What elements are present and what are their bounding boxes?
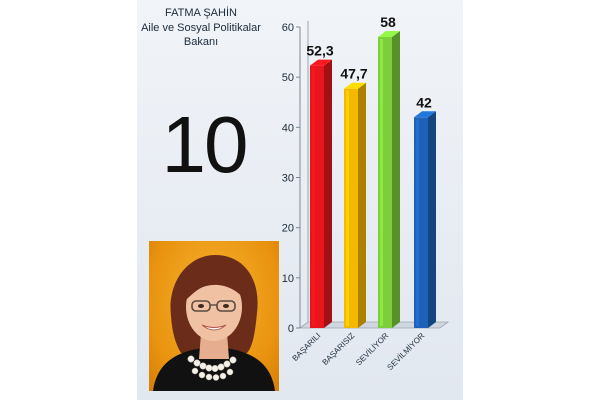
chart-bars [310, 31, 436, 329]
bar-top [344, 82, 366, 89]
bar-highlight [346, 90, 349, 326]
bar-highlight [416, 119, 419, 326]
y-tick-label: 40 [282, 122, 294, 134]
x-tick-label: BAŞARISIZ [320, 331, 356, 367]
data-label: 58 [380, 14, 396, 30]
bar-top [414, 111, 436, 118]
bar-4 [414, 111, 436, 328]
bar-side [324, 59, 332, 329]
x-tick-label: BAŞARILI [291, 331, 323, 363]
minister-title-line2: Bakanı [183, 36, 219, 48]
bar-top [378, 31, 400, 38]
bar-side [358, 82, 366, 328]
minister-title-line1: Aile ve Sosyal Politikalar [141, 21, 261, 34]
bar-1 [310, 59, 332, 329]
bar-side [428, 111, 436, 328]
y-tick-label: 50 [282, 72, 294, 84]
data-label: 42 [416, 94, 432, 110]
bar-2 [344, 82, 366, 328]
y-tick-label: 20 [282, 223, 294, 235]
minister-header: FATMA ŞAHİN Aile ve Sosyal Politikalar B… [137, 6, 265, 50]
y-tick-label: 10 [282, 273, 294, 285]
bar-top [310, 59, 332, 66]
y-tick-label: 0 [288, 323, 294, 335]
bar-highlight [312, 67, 315, 327]
portrait-illustration [153, 255, 275, 391]
y-tick-label: 60 [282, 22, 294, 34]
bar-side [392, 31, 400, 329]
data-label: 47,7 [340, 66, 367, 82]
x-tick-label: SEVİLİYOR [354, 331, 390, 367]
rank-number: 10 [161, 100, 249, 189]
minister-photo [149, 241, 279, 391]
minister-name: FATMA ŞAHİN [165, 7, 237, 19]
chart-axes: 0 10 20 30 40 50 60 [282, 21, 450, 335]
x-tick-label: SEVİLMİYOR [385, 331, 426, 372]
chart-floor [298, 321, 450, 329]
data-label: 52,3 [306, 43, 333, 59]
bar-highlight [380, 39, 383, 327]
y-tick-label: 30 [282, 173, 294, 185]
bar-3 [378, 31, 400, 329]
